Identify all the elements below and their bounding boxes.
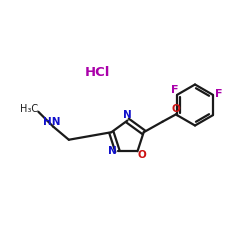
Text: O: O <box>137 150 146 160</box>
Text: F: F <box>172 85 179 95</box>
Text: HCl: HCl <box>85 66 110 79</box>
Text: O: O <box>171 104 180 115</box>
Text: N: N <box>108 146 116 156</box>
Text: HN: HN <box>42 117 60 127</box>
Text: H₃C: H₃C <box>20 104 38 114</box>
Text: N: N <box>123 110 132 120</box>
Text: F: F <box>214 88 222 99</box>
